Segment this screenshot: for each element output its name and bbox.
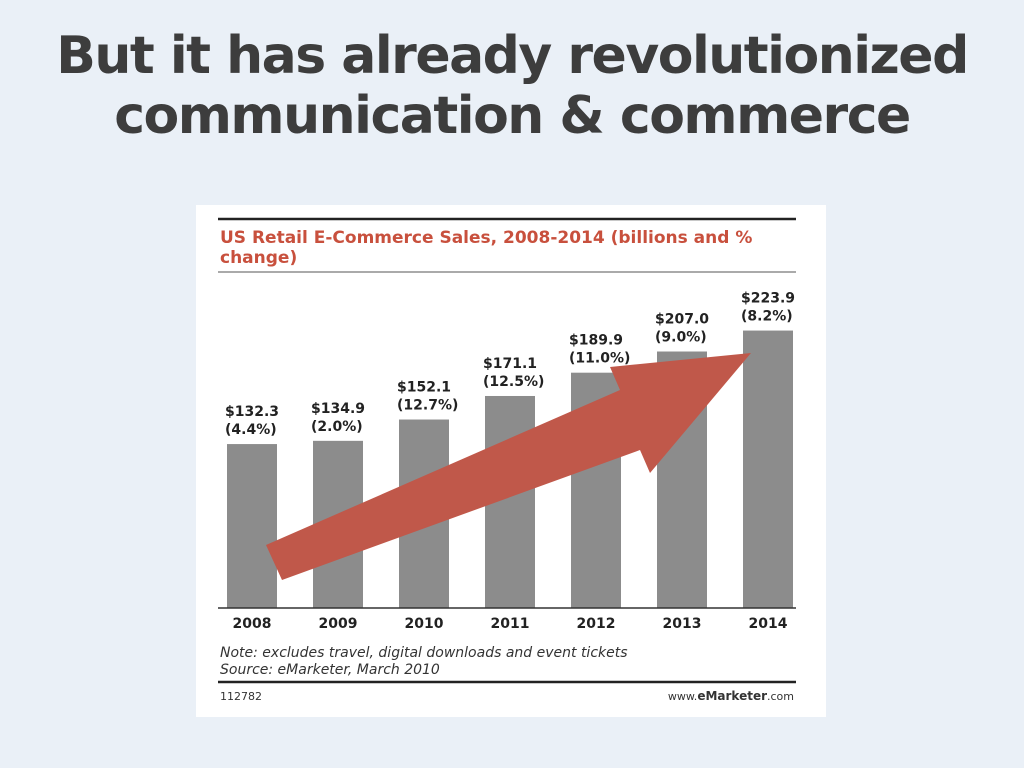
bars-group bbox=[227, 330, 793, 608]
change-label-2013: (9.0%) bbox=[655, 330, 707, 346]
value-label-2009: $134.9 bbox=[311, 401, 365, 417]
value-label-2013: $207.0 bbox=[655, 312, 709, 328]
chart-card: US Retail E-Commerce Sales, 2008-2014 (b… bbox=[196, 205, 826, 717]
trend-arrow bbox=[266, 353, 751, 580]
bar-chart: US Retail E-Commerce Sales, 2008-2014 (b… bbox=[218, 217, 796, 703]
x-tick-2013: 2013 bbox=[663, 616, 702, 632]
x-tick-2009: 2009 bbox=[319, 616, 358, 632]
change-label-2014: (8.2%) bbox=[741, 309, 793, 325]
x-tick-2014: 2014 bbox=[749, 616, 788, 632]
change-label-2009: (2.0%) bbox=[311, 419, 363, 435]
value-label-2011: $171.1 bbox=[483, 356, 537, 372]
emarketer-site: www.eMarketer.com bbox=[668, 689, 794, 703]
chart-id: 112782 bbox=[220, 690, 262, 703]
change-label-2010: (12.7%) bbox=[397, 398, 458, 414]
x-tick-2011: 2011 bbox=[491, 616, 530, 632]
chart-source: Source: eMarketer, March 2010 bbox=[220, 662, 440, 678]
value-label-2008: $132.3 bbox=[225, 404, 279, 420]
x-tick-2008: 2008 bbox=[233, 616, 272, 632]
value-label-2014: $223.9 bbox=[741, 291, 795, 307]
bar-2014 bbox=[743, 330, 793, 608]
value-label-2010: $152.1 bbox=[397, 380, 451, 396]
change-label-2011: (12.5%) bbox=[483, 374, 544, 390]
chart-note: Note: excludes travel, digital downloads… bbox=[220, 645, 628, 661]
value-label-2012: $189.9 bbox=[569, 333, 623, 349]
slide-title-line-1: But it has already revolutionized bbox=[56, 26, 969, 86]
slide-title: But it has already revolutionized commun… bbox=[0, 26, 1024, 146]
chart-title-line-2: change) bbox=[220, 248, 297, 268]
change-label-2012: (11.0%) bbox=[569, 351, 630, 367]
x-tick-2010: 2010 bbox=[405, 616, 444, 632]
x-tick-2012: 2012 bbox=[577, 616, 616, 632]
change-label-2008: (4.4%) bbox=[225, 422, 277, 438]
slide-title-line-2: communication & commerce bbox=[114, 86, 911, 146]
chart-title-line-1: US Retail E-Commerce Sales, 2008-2014 (b… bbox=[220, 228, 752, 248]
value-labels-group: $132.3 (4.4%) $134.9 (2.0%) $152.1 (12.7%) $17… bbox=[225, 291, 795, 439]
x-tick-labels-group: 2008 2009 2010 2011 2012 2013 2014 bbox=[233, 616, 788, 632]
bar-2008 bbox=[227, 444, 277, 608]
